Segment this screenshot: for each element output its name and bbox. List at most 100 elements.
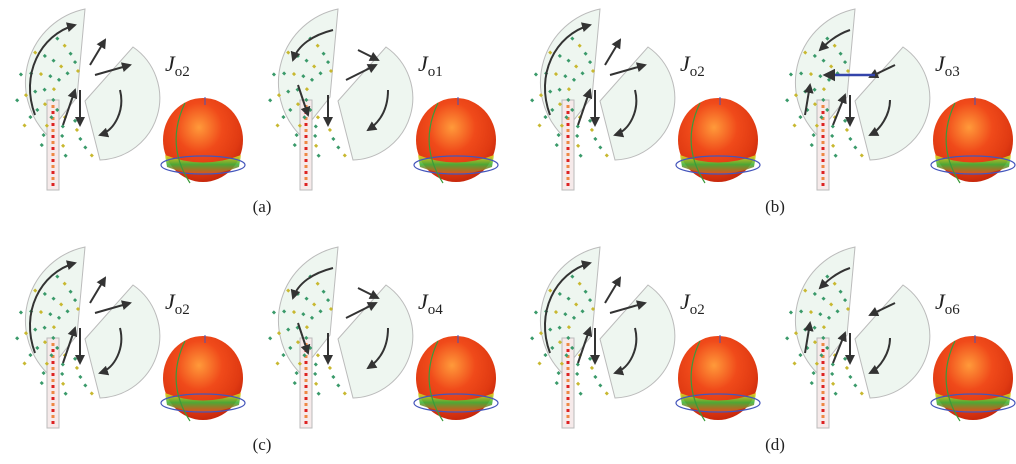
current-dot: [576, 135, 578, 137]
current-dot: [814, 103, 816, 105]
current-dot: [539, 124, 541, 126]
current-dot: [559, 341, 561, 343]
antenna-right-lobe: [600, 285, 675, 398]
mode-label: Jo4: [418, 289, 443, 318]
current-dot: [317, 354, 319, 356]
current-dot: [70, 53, 72, 55]
current-dot: [296, 372, 298, 374]
current-dot: [289, 109, 291, 111]
current-dot: [283, 72, 285, 74]
current-dot: [820, 116, 822, 118]
current-dot: [311, 79, 313, 81]
current-dot: [861, 154, 863, 156]
current-dot: [540, 332, 542, 334]
current-dot: [74, 299, 76, 301]
panel: Jo1: [269, 9, 498, 190]
current-dot: [50, 116, 52, 118]
current-dot: [561, 363, 563, 365]
current-dot: [531, 337, 533, 339]
current-dot: [800, 72, 802, 74]
current-dot: [811, 144, 813, 146]
mode-subscript: o2: [175, 302, 190, 318]
current-dot: [804, 52, 806, 54]
current-dot: [62, 363, 64, 365]
antenna-right-lobe: [855, 285, 930, 398]
current-dot: [577, 145, 579, 147]
current-dot: [330, 70, 332, 72]
current-dot: [315, 383, 317, 385]
mode-subscript: o2: [690, 302, 705, 318]
current-dot: [531, 99, 533, 101]
current-dot: [40, 73, 42, 75]
current-dot: [589, 61, 591, 63]
current-dot: [313, 303, 315, 305]
current-dot: [568, 326, 570, 328]
current-dot: [568, 60, 570, 62]
current-dot: [302, 313, 304, 315]
current-dot: [795, 94, 797, 96]
mode-label: Jo3: [935, 51, 960, 80]
current-dot: [804, 329, 806, 331]
current-dot: [846, 367, 848, 369]
current-dot: [50, 354, 52, 356]
current-dot: [53, 298, 55, 300]
current-dot: [44, 103, 46, 105]
current-dot: [832, 363, 834, 365]
current-dot: [332, 376, 334, 378]
current-dot: [823, 60, 825, 62]
current-dot: [835, 155, 837, 157]
current-dot: [294, 382, 296, 384]
current-dot: [16, 99, 18, 101]
current-dot: [790, 73, 792, 75]
current-dot: [540, 94, 542, 96]
current-dot: [571, 109, 573, 111]
current-dot: [591, 129, 593, 131]
current-dot: [810, 311, 812, 313]
mode-label: Jo1: [418, 51, 443, 80]
current-dot: [318, 155, 320, 157]
current-dot: [273, 311, 275, 313]
current-dot: [826, 109, 828, 111]
current-dot: [813, 372, 815, 374]
current-dot: [74, 358, 76, 360]
current-dot: [36, 109, 38, 111]
current-dot: [74, 120, 76, 122]
current-dot: [62, 383, 64, 385]
current-dot: [287, 52, 289, 54]
current-dot: [826, 276, 828, 278]
current-dot: [819, 313, 821, 315]
current-dot: [814, 89, 816, 91]
current-dot: [535, 73, 537, 75]
mode-label: Jo6: [935, 289, 960, 318]
current-dot: [568, 298, 570, 300]
current-dot: [571, 347, 573, 349]
mode-subscript: o1: [428, 64, 443, 80]
current-dot: [820, 354, 822, 356]
current-dot: [565, 116, 567, 118]
current-dot: [16, 337, 18, 339]
mode-label: Jo2: [680, 51, 705, 80]
current-dot: [559, 293, 561, 295]
current-dot: [579, 45, 581, 47]
current-dot: [344, 154, 346, 156]
current-dot: [282, 116, 284, 118]
current-dot: [556, 144, 558, 146]
current-dot: [847, 308, 849, 310]
current-dot: [799, 116, 801, 118]
current-dot: [320, 310, 322, 312]
current-dot: [91, 392, 93, 394]
current-dot: [43, 134, 45, 136]
current-dot: [305, 337, 307, 339]
current-dot: [327, 61, 329, 63]
current-dot: [849, 376, 851, 378]
current-dot: [299, 125, 301, 127]
current-dot: [282, 354, 284, 356]
current-dot: [315, 125, 317, 127]
current-dot: [846, 129, 848, 131]
current-dot: [53, 88, 55, 90]
current-dot: [52, 337, 54, 339]
current-dot: [44, 293, 46, 295]
current-dot: [577, 363, 579, 365]
current-dot: [25, 332, 27, 334]
current-dot: [835, 393, 837, 395]
